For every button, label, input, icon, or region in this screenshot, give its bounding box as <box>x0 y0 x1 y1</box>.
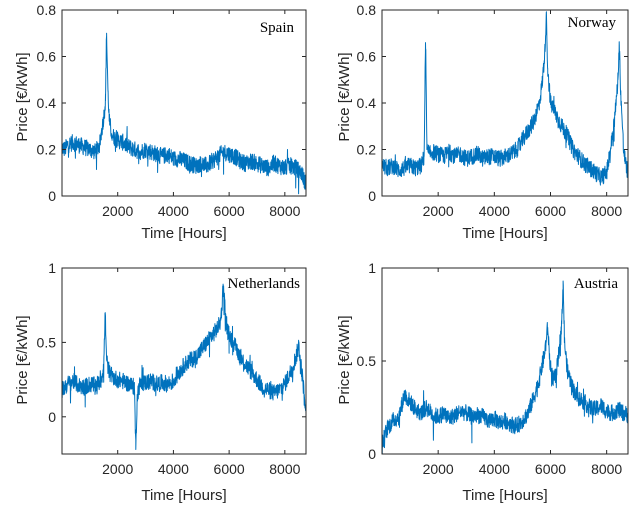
x-axis-label: Time [Hours] <box>141 487 226 504</box>
x-tick-label: 4000 <box>158 203 189 219</box>
x-tick-label: 8000 <box>591 203 622 219</box>
x-tick-label: 2000 <box>423 203 454 219</box>
x-tick-label: 4000 <box>158 461 189 477</box>
x-tick-label: 6000 <box>535 203 566 219</box>
y-tick-label: 0 <box>368 446 376 462</box>
y-tick-label: 0 <box>368 188 376 204</box>
subplot-title: Netherlands <box>228 276 301 292</box>
plot-frame <box>61 267 307 455</box>
x-tick-label: 6000 <box>535 461 566 477</box>
subplot-title: Austria <box>574 276 619 292</box>
x-tick-label: 6000 <box>214 461 245 477</box>
series-line <box>62 32 306 195</box>
y-axis-label: Price [€/kWh] <box>336 52 353 141</box>
y-axis-label: Price [€/kWh] <box>14 315 31 404</box>
y-tick-label: 0.8 <box>37 2 57 18</box>
subplot-netherlands: Price [€/kWh] Time [Hours] 2000 4000 6000 8… <box>14 260 307 504</box>
plot-area <box>61 267 307 455</box>
y-tick-label: 1 <box>368 260 376 276</box>
y-tick-label: 0 <box>48 409 56 425</box>
series-line <box>382 11 628 186</box>
y-tick-label: 0.6 <box>357 49 377 65</box>
x-tick-label: 6000 <box>214 203 245 219</box>
y-tick-label: 0.2 <box>37 142 57 158</box>
y-tick-label: 0 <box>48 188 56 204</box>
series-line <box>382 280 628 454</box>
subplot-norway: Price [€/kWh] Time [Hours] 2000 4000 6000 8… <box>336 2 629 242</box>
x-tick-label: 8000 <box>269 461 300 477</box>
y-tick-label: 0.5 <box>37 334 57 350</box>
x-axis-label: Time [Hours] <box>462 225 547 242</box>
x-tick-label: 8000 <box>591 461 622 477</box>
y-axis-label: Price [€/kWh] <box>14 52 31 141</box>
x-tick-label: 8000 <box>269 203 300 219</box>
y-tick-label: 0.6 <box>37 49 57 65</box>
x-axis-label: Time [Hours] <box>462 487 547 504</box>
subplot-title: Norway <box>568 15 617 31</box>
y-tick-label: 1 <box>48 260 56 276</box>
x-tick-label: 2000 <box>423 461 454 477</box>
y-tick-label: 0.4 <box>357 95 377 111</box>
y-tick-label: 0.8 <box>357 2 377 18</box>
subplot-spain: Price [€/kWh] Time [Hours] 2000 4000 6000 8… <box>14 2 307 242</box>
y-tick-label: 0.2 <box>357 142 377 158</box>
x-tick-label: 2000 <box>102 203 133 219</box>
subplot-title: Spain <box>260 20 295 36</box>
x-tick-label: 4000 <box>479 203 510 219</box>
subplot-austria: Price [€/kWh] Time [Hours] 2000 4000 6000 8… <box>336 260 629 504</box>
series-line <box>62 283 306 450</box>
y-axis-label: Price [€/kWh] <box>336 315 353 404</box>
y-tick-label: 0.5 <box>357 353 377 369</box>
x-tick-label: 2000 <box>102 461 133 477</box>
y-tick-label: 0.4 <box>37 95 57 111</box>
x-tick-label: 4000 <box>479 461 510 477</box>
x-axis-label: Time [Hours] <box>141 225 226 242</box>
